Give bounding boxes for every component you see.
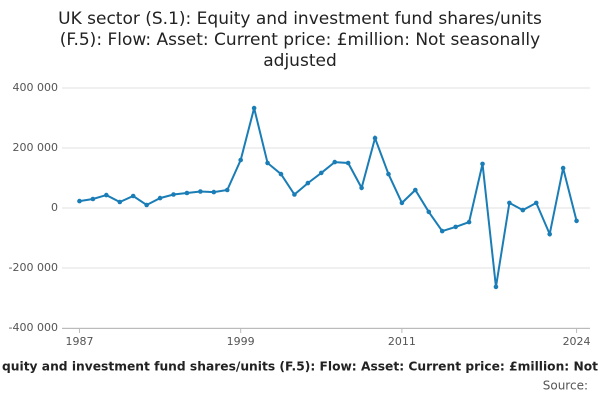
point [278,171,284,177]
point [251,105,257,111]
x-tick-label: 1987 [65,335,93,348]
point [238,157,243,163]
series-line [79,107,578,288]
y-tick-label: -200 000 [9,261,58,274]
point [507,200,512,206]
point [439,228,445,234]
point [130,193,136,199]
point [184,190,190,196]
point [359,185,364,191]
y-tick-label: -400 000 [9,321,58,334]
point [345,160,351,166]
point [426,209,432,215]
source: Source: [543,379,588,393]
point [90,196,96,202]
point [305,180,311,186]
point [466,219,472,225]
point [332,159,338,165]
y-tick-label: 0 [51,201,58,214]
y-tick-label: 200 000 [13,141,59,154]
point [265,160,270,166]
point [211,189,217,195]
point [413,187,418,193]
point [480,161,485,167]
point [399,200,405,206]
point [171,192,176,197]
x-tick-label: 2011 [388,335,416,348]
point [224,187,230,193]
point [453,224,458,230]
point [386,171,391,177]
point [547,231,552,237]
point [574,218,579,224]
caption: quity and investment fund shares/units (… [2,360,598,374]
point [533,200,539,206]
point [77,198,82,204]
point [104,192,109,198]
y-tick-label: 400 000 [13,81,59,94]
point [144,202,149,208]
x-tick-label: 2024 [563,335,591,348]
point [520,207,526,213]
point [157,195,163,201]
chart-title: (F.5): Flow: Asset: Current price: £mill… [60,30,540,50]
point [493,284,499,290]
point [372,135,378,141]
point [117,199,123,205]
point [560,165,566,171]
point [198,189,203,194]
x-tick-label: 1999 [227,335,255,348]
chart-title: UK sector (S.1): Equity and investment f… [58,9,542,29]
point [292,192,297,197]
chart-title: adjusted [263,51,336,71]
point [318,170,324,176]
